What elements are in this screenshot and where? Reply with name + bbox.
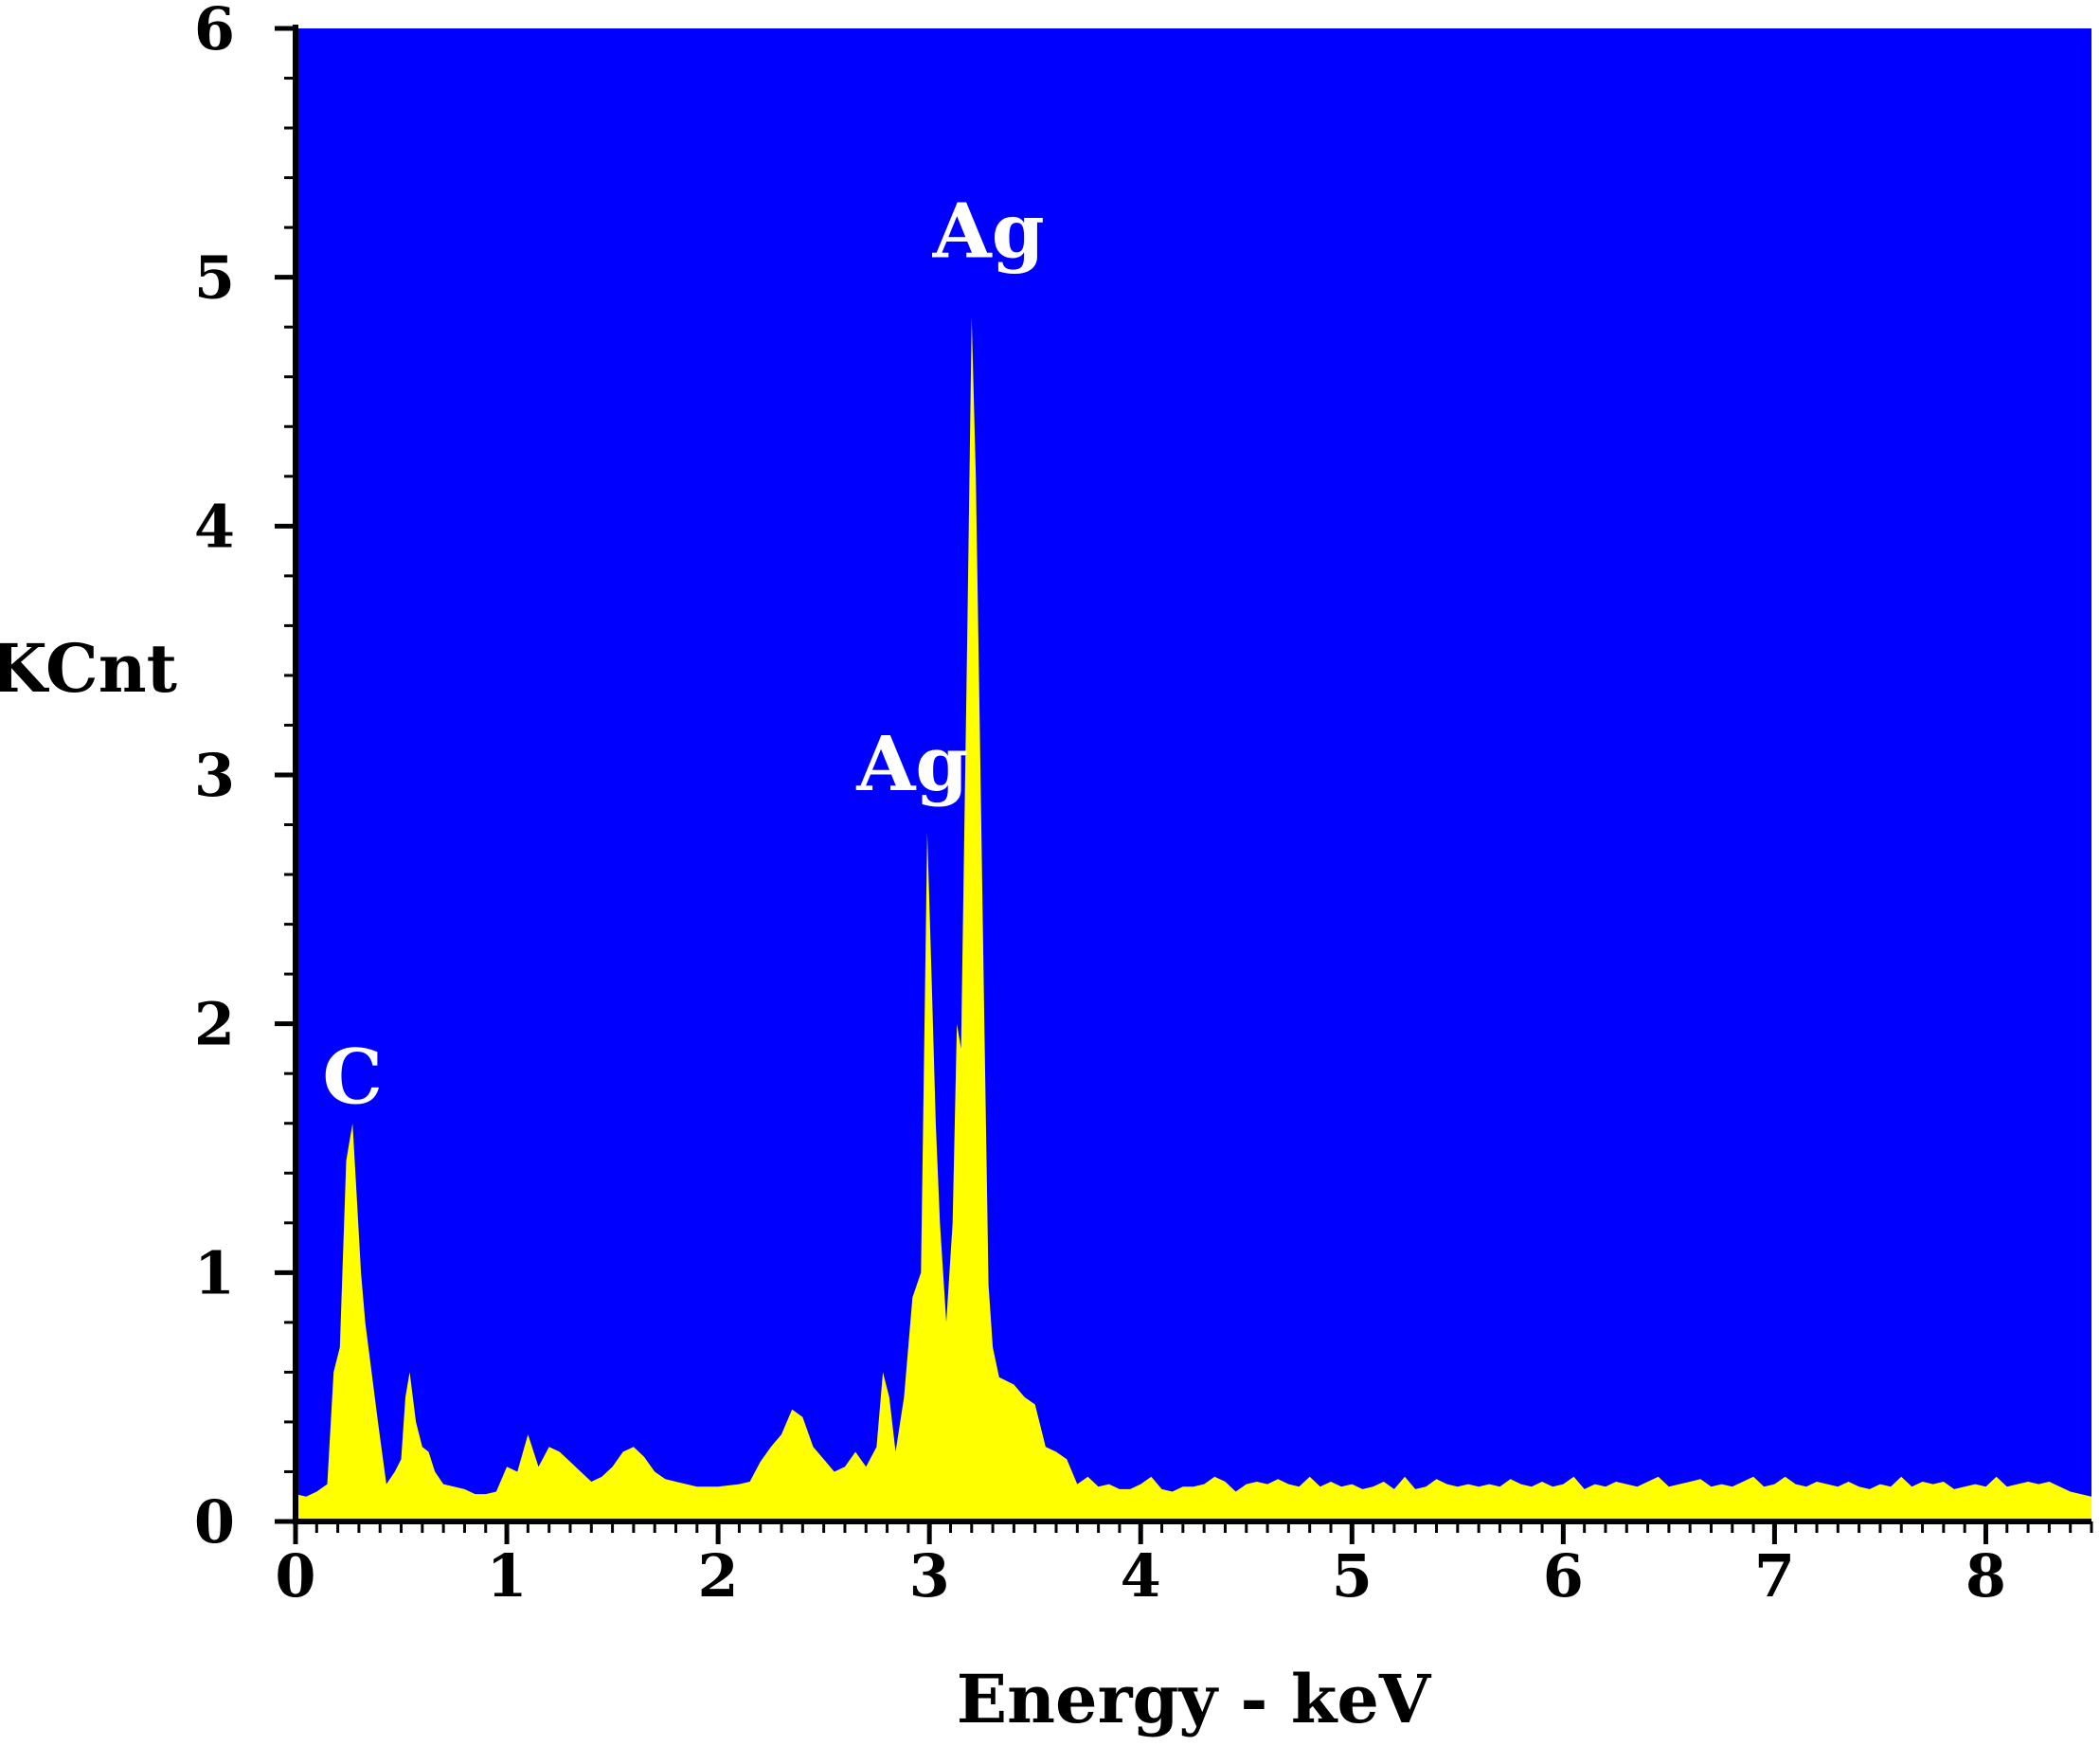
x-axis-title: Energy - keV: [957, 1660, 1432, 1738]
y-tick-label: 3: [194, 741, 235, 810]
x-tick-label: 2: [698, 1541, 739, 1611]
x-tick-label: 8: [1965, 1541, 2006, 1611]
x-tick-label: 0: [275, 1541, 315, 1611]
x-tick-label: 1: [486, 1541, 527, 1611]
y-axis-title: KCnt: [0, 629, 177, 708]
peak-label: C: [322, 1033, 383, 1122]
x-tick-label: 3: [909, 1541, 950, 1611]
peak-annotations: C Ag Ag: [322, 187, 1044, 1122]
y-tick-label: 0: [194, 1487, 235, 1557]
x-tick-label: 7: [1754, 1541, 1795, 1611]
x-major-ticks: [293, 1521, 1988, 1544]
plot-background: [296, 28, 2091, 1521]
peak-label: Ag: [855, 719, 968, 808]
x-tick-label: 4: [1121, 1541, 1161, 1611]
x-tick-labels: 0 1 2 3 4 5 6 7 8: [275, 1541, 2006, 1611]
y-major-ticks: [275, 26, 296, 1524]
y-tick-label: 2: [194, 990, 235, 1059]
peak-label: Ag: [932, 187, 1045, 276]
y-tick-label: 1: [194, 1238, 235, 1307]
y-tick-label: 4: [194, 492, 235, 561]
y-tick-labels: 0 1 2 3 4 5 6: [194, 0, 235, 1557]
x-tick-label: 6: [1543, 1541, 1584, 1611]
y-tick-label: 6: [194, 0, 235, 63]
x-tick-label: 5: [1332, 1541, 1373, 1611]
y-tick-label: 5: [194, 243, 235, 313]
